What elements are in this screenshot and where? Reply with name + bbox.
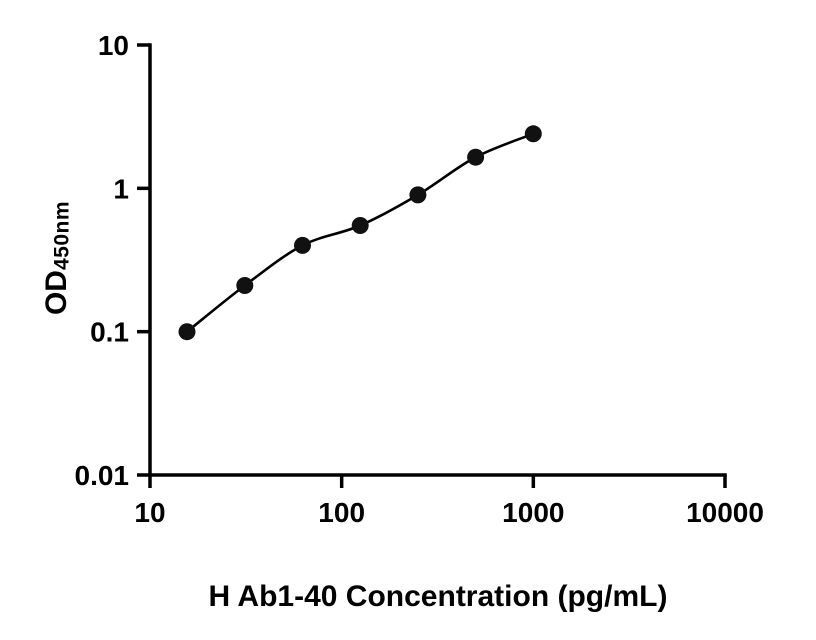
x-tick-label: 10 <box>134 497 165 528</box>
data-point <box>236 277 254 294</box>
x-tick-label: 100 <box>318 497 365 528</box>
x-tick-label: 10000 <box>686 497 764 528</box>
data-point <box>178 323 196 341</box>
data-point <box>467 148 485 166</box>
x-tick-label: 1000 <box>502 497 564 528</box>
y-axis-title-main: OD <box>40 270 73 316</box>
y-tick-label: 10 <box>98 30 129 61</box>
x-axis-title: H Ab1-40 Concentration (pg/mL) <box>208 580 668 613</box>
y-tick-label: 1 <box>113 173 129 204</box>
data-point <box>294 236 311 254</box>
y-axis-title: OD450nm <box>40 108 76 408</box>
data-point <box>524 125 542 143</box>
data-point <box>351 217 369 234</box>
y-tick-label: 0.1 <box>90 317 129 348</box>
y-axis-title-sub: 450nm <box>50 200 74 271</box>
y-tick-label: 0.01 <box>75 460 130 491</box>
data-point <box>409 186 427 204</box>
